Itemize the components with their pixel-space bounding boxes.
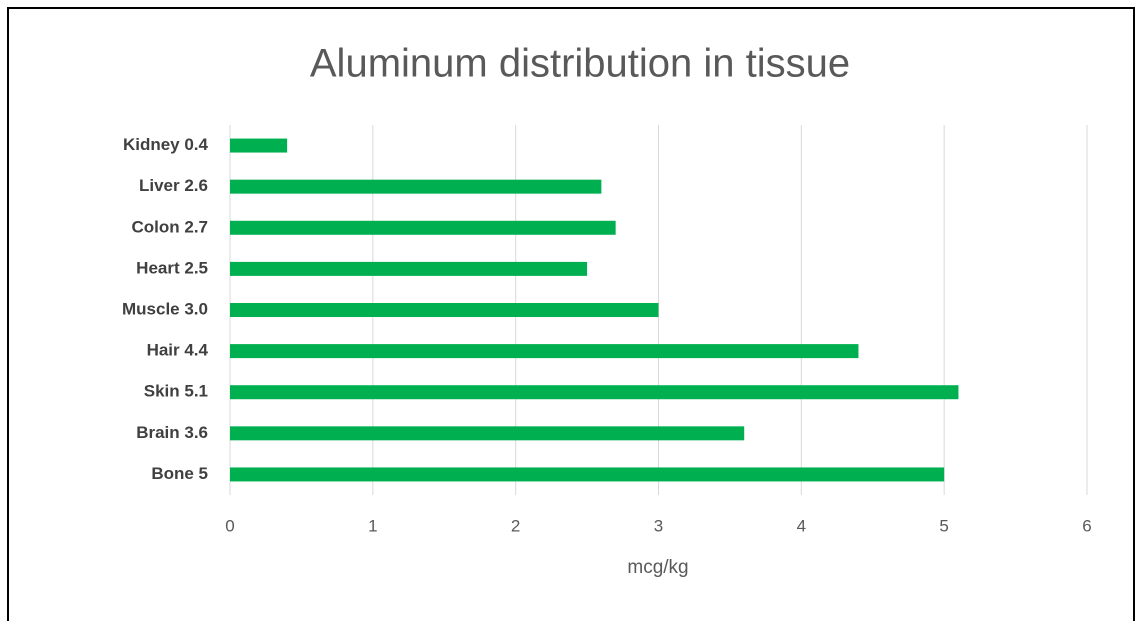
bar [230,261,588,276]
x-tick-label: 1 [368,516,377,535]
x-tick-label: 5 [939,516,948,535]
chart-title: Aluminum distribution in tissue [310,42,850,86]
bar [230,385,959,400]
x-tick-label: 3 [654,516,663,535]
y-tick-label: Kidney 0.4 [123,135,209,154]
y-tick-label: Muscle 3.0 [122,299,208,318]
x-axis-label: mcg/kg [627,557,688,578]
bar [230,344,859,359]
x-tick-label: 6 [1082,516,1091,535]
bar [230,220,616,235]
x-tick-label: 0 [225,516,234,535]
bar [230,179,602,194]
y-tick-label: Brain 3.6 [136,423,208,442]
bar [230,138,288,153]
bar [230,467,945,482]
y-tick-label: Liver 2.6 [139,176,208,195]
y-tick-label: Heart 2.5 [136,258,208,277]
y-tick-label: Bone 5 [151,464,208,483]
x-tick-label: 2 [511,516,520,535]
bar [230,303,659,317]
y-tick-label: Hair 4.4 [147,341,209,360]
bar [230,426,745,441]
y-tick-label: Colon 2.7 [131,217,208,236]
y-tick-label: Skin 5.1 [144,382,208,401]
x-tick-label: 4 [797,516,806,535]
